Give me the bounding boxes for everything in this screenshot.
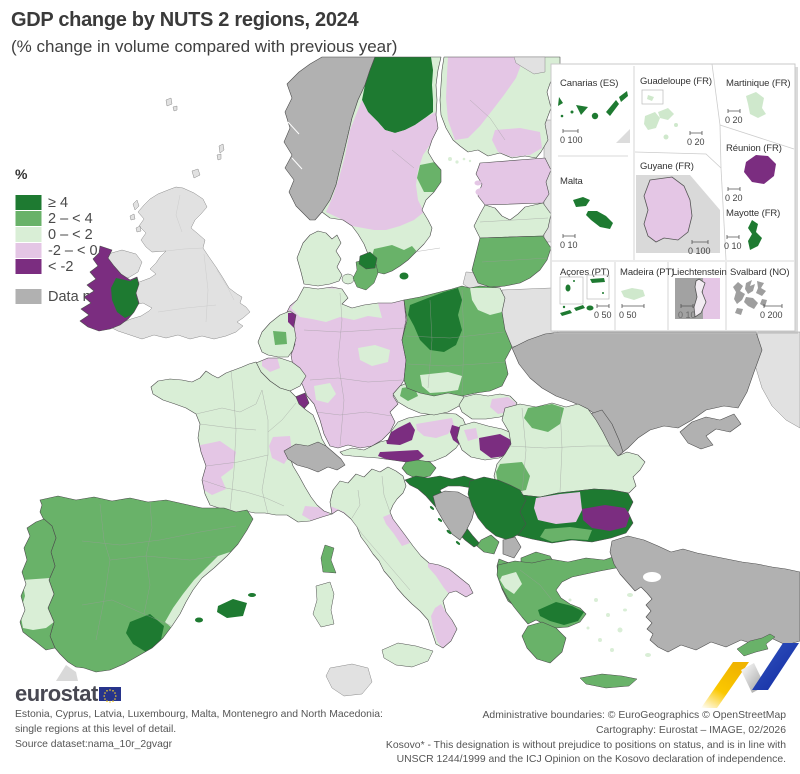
svg-text:0 20: 0 20 bbox=[687, 137, 705, 147]
svg-text:Madeira (PT): Madeira (PT) bbox=[620, 267, 674, 278]
svg-text:Réunion (FR): Réunion (FR) bbox=[726, 143, 782, 154]
svg-text:(% change in volume compared w: (% change in volume compared with previo… bbox=[11, 37, 397, 56]
svg-text:0 10: 0 10 bbox=[724, 241, 742, 251]
svg-text:Guyane (FR): Guyane (FR) bbox=[640, 161, 694, 172]
svg-text:Svalbard (NO): Svalbard (NO) bbox=[730, 267, 789, 278]
svg-text:GDP change by NUTS 2 regions,: GDP change by NUTS 2 regions, 2024 bbox=[11, 9, 360, 31]
svg-text:0 20: 0 20 bbox=[725, 193, 743, 203]
svg-text:0 50: 0 50 bbox=[594, 310, 612, 320]
svg-text:0 – < 2: 0 – < 2 bbox=[48, 227, 93, 243]
svg-text:UNSCR 1244/1999 and the ICJ Op: UNSCR 1244/1999 and the ICJ Opinion on t… bbox=[397, 754, 786, 765]
svg-text:single regions at this level o: single regions at this level of detail. bbox=[15, 724, 176, 735]
svg-text:Malta: Malta bbox=[560, 176, 584, 187]
svg-text:Canarias (ES): Canarias (ES) bbox=[560, 78, 618, 89]
svg-text:-2 – < 0: -2 – < 0 bbox=[48, 243, 98, 259]
svg-text:Guadeloupe (FR): Guadeloupe (FR) bbox=[640, 76, 712, 87]
svg-text:Liechtenstein: Liechtenstein bbox=[672, 267, 727, 278]
svg-text:Source dataset:nama_10r_2gvagr: Source dataset:nama_10r_2gvagr bbox=[15, 739, 173, 750]
svg-text:Kosovo* - This designation is: Kosovo* - This designation is without pr… bbox=[386, 740, 786, 751]
svg-text:Administrative boundaries: © E: Administrative boundaries: © EuroGeograp… bbox=[482, 710, 786, 721]
svg-text:0 10: 0 10 bbox=[560, 240, 578, 250]
svg-text:Açores (PT): Açores (PT) bbox=[560, 267, 610, 278]
svg-text:0 50: 0 50 bbox=[619, 310, 637, 320]
svg-text:%: % bbox=[15, 166, 28, 182]
svg-text:2 – < 4: 2 – < 4 bbox=[48, 211, 93, 227]
svg-text:0 200: 0 200 bbox=[760, 310, 783, 320]
svg-text:0 100: 0 100 bbox=[560, 135, 583, 145]
svg-text:Martinique (FR): Martinique (FR) bbox=[726, 78, 791, 89]
svg-text:eurostat: eurostat bbox=[15, 681, 99, 706]
svg-text:0 10: 0 10 bbox=[678, 310, 696, 320]
svg-text:Mayotte (FR): Mayotte (FR) bbox=[726, 208, 780, 219]
svg-text:≥ 4: ≥ 4 bbox=[48, 195, 68, 211]
svg-text:0 100: 0 100 bbox=[688, 246, 711, 256]
svg-text:0 20: 0 20 bbox=[725, 115, 743, 125]
svg-text:Estonia, Cyprus, Latvia, Luxem: Estonia, Cyprus, Latvia, Luxembourg, Mal… bbox=[15, 709, 383, 720]
svg-text:Cartography: Eurostat – IMAGE,: Cartography: Eurostat – IMAGE, 02/2026 bbox=[596, 725, 786, 736]
svg-text:< -2: < -2 bbox=[48, 259, 73, 275]
